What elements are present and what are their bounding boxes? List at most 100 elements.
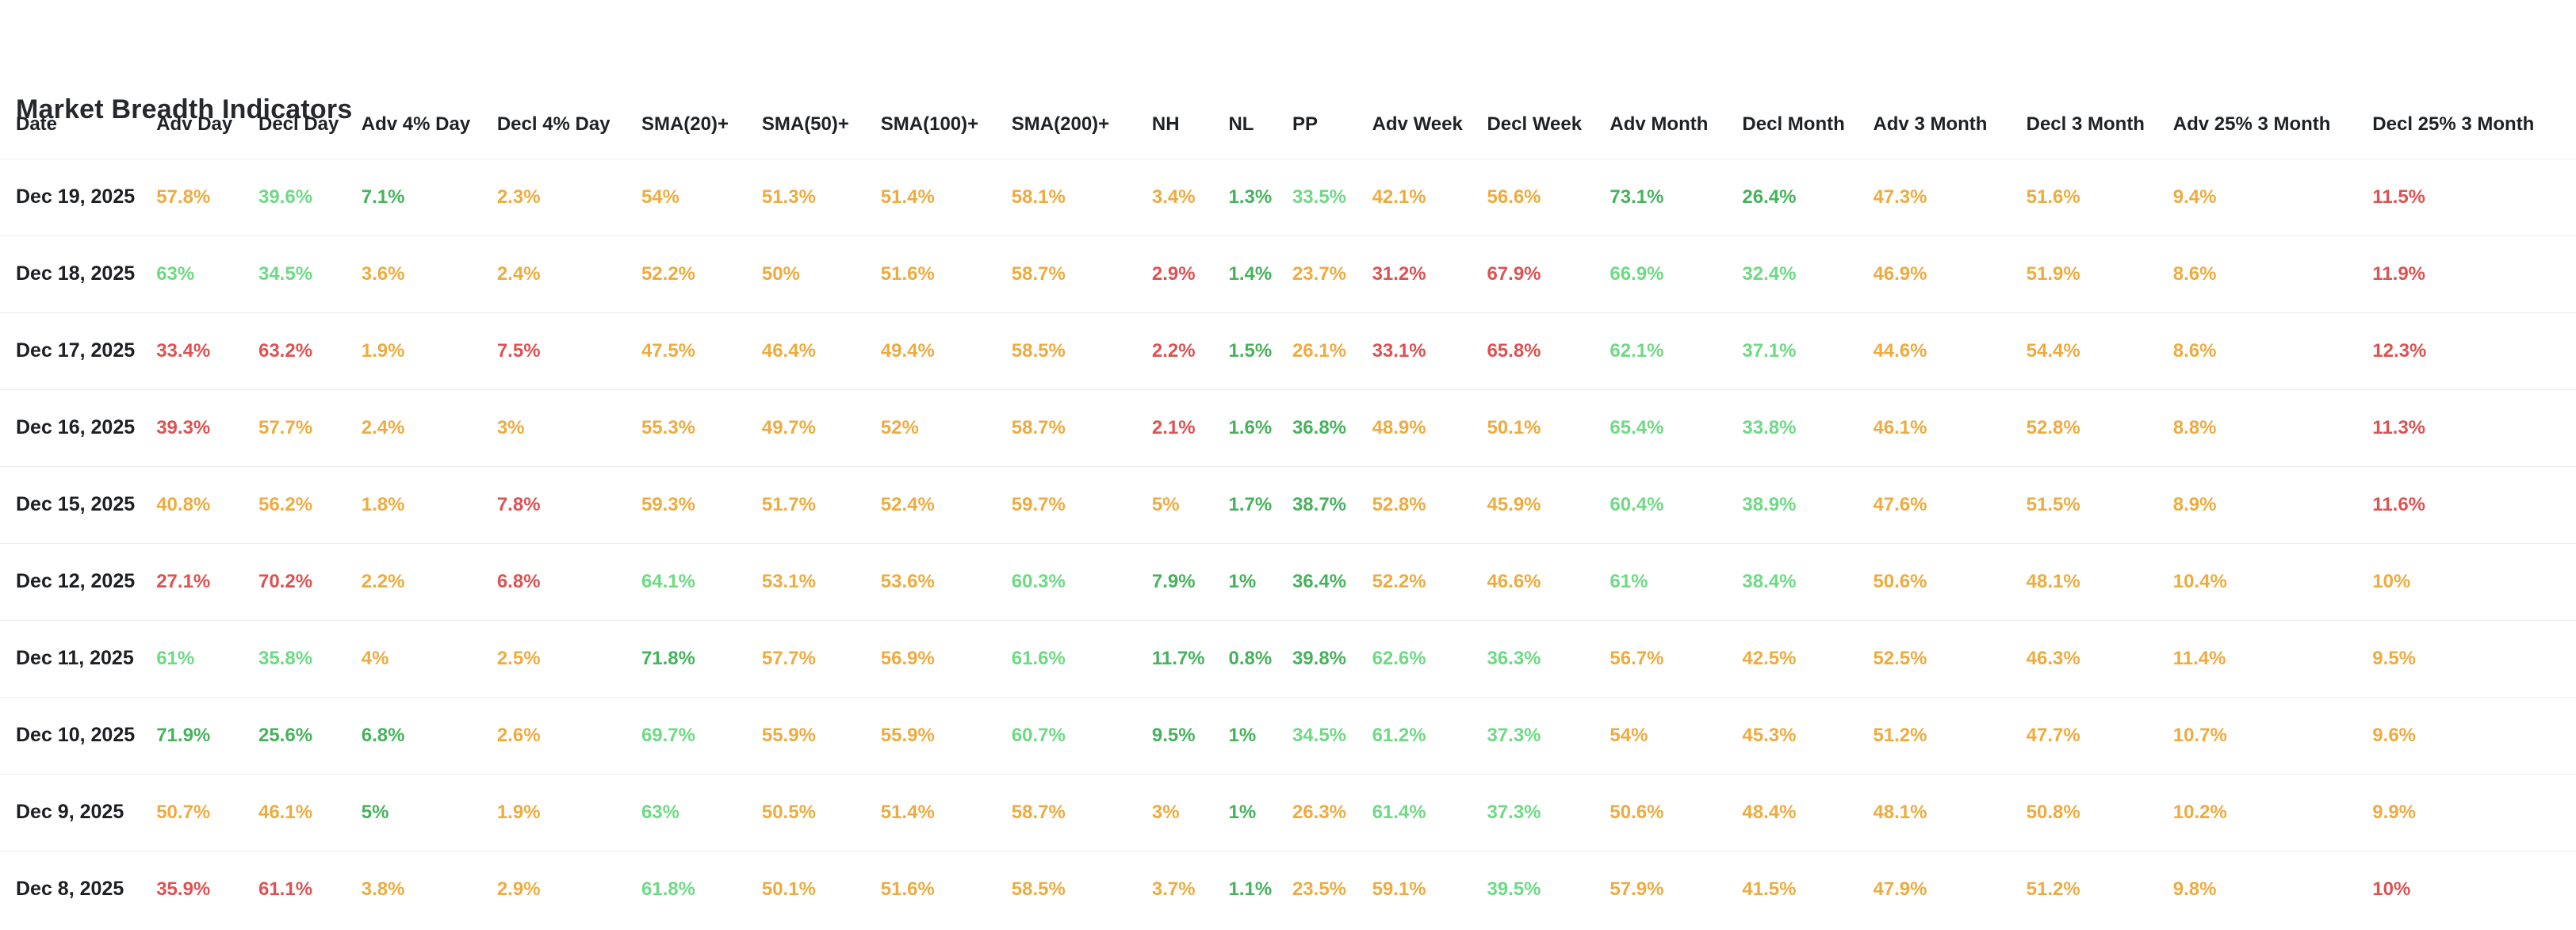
value-cell: 52.2%: [1372, 570, 1426, 592]
column-header: Adv Week: [1372, 113, 1463, 136]
value-cell: 36.8%: [1292, 416, 1347, 438]
value-cell: 33.1%: [1372, 339, 1426, 362]
value-cell: 55.9%: [880, 724, 935, 746]
page-title: Market Breadth Indicators: [16, 94, 353, 124]
column-header: SMA(50)+: [761, 113, 849, 136]
value-cell: 48.4%: [1742, 801, 1797, 823]
table-row: Dec 19, 2025 57.8% 39.6% 7.1% 2.3% 54% 51.3% 51…: [0, 159, 2576, 235]
value-cell: 47.7%: [2026, 724, 2080, 746]
value-cell: 38.7%: [1292, 493, 1347, 515]
value-cell: 1.9%: [361, 339, 405, 362]
value-cell: 46.9%: [1873, 262, 1927, 285]
value-cell: 41.5%: [1742, 878, 1797, 900]
value-cell: 58.7%: [1011, 416, 1066, 438]
value-cell: 2.9%: [1151, 262, 1196, 285]
value-cell: 12.3%: [2372, 339, 2427, 362]
column-header: SMA(20)+: [641, 113, 729, 136]
value-cell: 9.5%: [2372, 647, 2416, 669]
value-cell: 42.1%: [1372, 186, 1426, 208]
value-cell: 46.3%: [2026, 647, 2080, 669]
value-cell: 58.7%: [1011, 801, 1066, 823]
value-cell: 67.9%: [1487, 262, 1541, 285]
value-cell: 55.3%: [641, 416, 695, 438]
table-row: Dec 17, 2025 33.4% 63.2% 1.9% 7.5% 47.5% 46.4%…: [0, 312, 2576, 389]
value-cell: 2.5%: [496, 647, 541, 669]
value-cell: 39.8%: [1292, 647, 1347, 669]
column-header: Decl Day: [258, 113, 339, 136]
value-cell: 61%: [156, 647, 195, 669]
value-cell: 46.4%: [761, 339, 816, 362]
value-cell: 60.7%: [1011, 724, 1066, 746]
value-cell: 57.7%: [761, 647, 816, 669]
value-cell: 5%: [1151, 493, 1180, 515]
value-cell: 56.6%: [1487, 186, 1541, 208]
column-header: Date: [16, 113, 58, 136]
value-cell: 23.7%: [1292, 262, 1347, 285]
value-cell: 35.8%: [258, 647, 313, 669]
value-cell: 1.6%: [1228, 416, 1273, 438]
value-cell: 7.5%: [496, 339, 541, 362]
value-cell: 59.3%: [641, 493, 695, 515]
value-cell: 38.4%: [1742, 570, 1797, 592]
value-cell: 32.4%: [1742, 262, 1797, 285]
value-cell: 62.6%: [1372, 647, 1426, 669]
value-cell: 6.8%: [361, 724, 405, 746]
value-cell: 36.4%: [1292, 570, 1347, 592]
column-header: Decl Week: [1487, 113, 1583, 136]
table-row: Dec 10, 2025 71.9% 25.6% 6.8% 2.6% 69.7% 55.9%…: [0, 697, 2576, 774]
value-cell: 3%: [1151, 801, 1180, 823]
date-cell: Dec 15, 2025: [16, 493, 136, 515]
value-cell: 10.7%: [2172, 724, 2227, 746]
value-cell: 65.8%: [1487, 339, 1541, 362]
value-cell: 1.9%: [496, 801, 541, 823]
value-cell: 31.2%: [1372, 262, 1426, 285]
value-cell: 9.6%: [2372, 724, 2416, 746]
value-cell: 38.9%: [1742, 493, 1797, 515]
value-cell: 10%: [2372, 570, 2411, 592]
value-cell: 54%: [641, 186, 679, 208]
value-cell: 51.2%: [2026, 878, 2080, 900]
value-cell: 51.3%: [761, 186, 816, 208]
value-cell: 56.9%: [880, 647, 935, 669]
value-cell: 11.4%: [2172, 647, 2226, 669]
value-cell: 65.4%: [1610, 416, 1664, 438]
value-cell: 39.5%: [1487, 878, 1541, 900]
value-cell: 71.8%: [641, 647, 695, 669]
value-cell: 61.8%: [641, 878, 695, 900]
column-header: Decl Month: [1742, 113, 1845, 136]
value-cell: 53.6%: [880, 570, 935, 592]
value-cell: 51.7%: [761, 493, 816, 515]
table-row: Dec 11, 2025 61% 35.8% 4% 2.5% 71.8% 57.7% 56.9…: [0, 620, 2576, 697]
value-cell: 48.9%: [1372, 416, 1426, 438]
value-cell: 11.7%: [1151, 647, 1205, 669]
table-row: Dec 8, 2025 35.9% 61.1% 3.8% 2.9% 61.8% 50.1% 5…: [0, 851, 2576, 928]
value-cell: 2.9%: [496, 878, 541, 900]
value-cell: 6.8%: [496, 570, 541, 592]
value-cell: 50.1%: [1487, 416, 1541, 438]
value-cell: 34.5%: [258, 262, 313, 285]
value-cell: 2.3%: [496, 186, 541, 208]
value-cell: 8.6%: [2172, 339, 2217, 362]
date-cell: Dec 9, 2025: [16, 801, 124, 823]
value-cell: 42.5%: [1742, 647, 1797, 669]
value-cell: 52.8%: [2026, 416, 2080, 438]
value-cell: 2.4%: [361, 416, 405, 438]
table-row: Dec 9, 2025 50.7% 46.1% 5% 1.9% 63% 50.5% 51.4%…: [0, 774, 2576, 851]
value-cell: 63%: [156, 262, 195, 285]
value-cell: 3%: [496, 416, 525, 438]
value-cell: 47.6%: [1873, 493, 1927, 515]
value-cell: 27.1%: [156, 570, 211, 592]
value-cell: 51.6%: [880, 262, 935, 285]
value-cell: 44.6%: [1873, 339, 1927, 362]
value-cell: 26.1%: [1292, 339, 1347, 362]
value-cell: 58.5%: [1011, 339, 1066, 362]
value-cell: 61.2%: [1372, 724, 1426, 746]
value-cell: 63.2%: [258, 339, 313, 362]
date-cell: Dec 18, 2025: [16, 262, 136, 285]
value-cell: 37.1%: [1742, 339, 1797, 362]
value-cell: 1%: [1228, 570, 1257, 592]
value-cell: 61%: [1610, 570, 1648, 592]
value-cell: 57.9%: [1610, 878, 1664, 900]
value-cell: 36.3%: [1487, 647, 1541, 669]
value-cell: 25.6%: [258, 724, 313, 746]
